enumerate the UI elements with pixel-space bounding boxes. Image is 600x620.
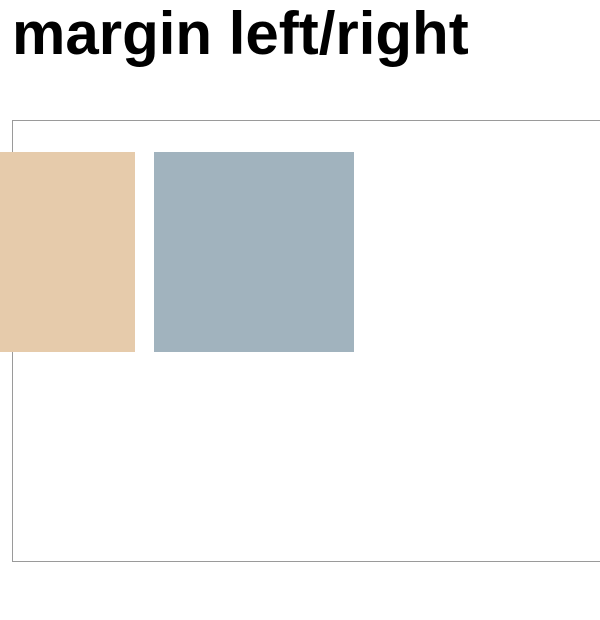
margin-demo-box-a (0, 152, 135, 352)
margin-demo-box-b (154, 152, 354, 352)
page-title: margin left/right (12, 0, 469, 67)
demo-container (0, 120, 600, 562)
